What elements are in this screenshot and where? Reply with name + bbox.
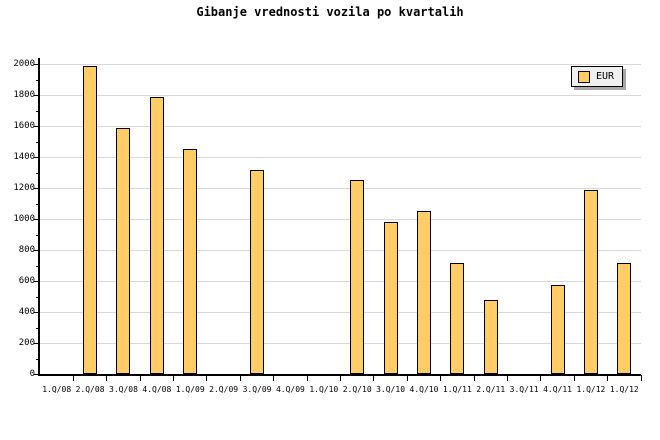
x-axis-tick-label: 1.Q/11: [442, 384, 472, 394]
x-axis-tick-label: 4.Q/11: [543, 384, 572, 394]
x-tick: [72, 374, 74, 381]
x-axis-tick-label: 1.Q/10: [309, 384, 339, 394]
gridline: [40, 343, 641, 344]
y-axis-tick-label: 800: [18, 245, 35, 255]
x-tick: [506, 374, 508, 381]
x-axis-tick-label: 2.Q/10: [342, 384, 372, 394]
x-axis-tick-label: 4.Q/10: [409, 384, 439, 394]
x-tick: [173, 374, 175, 381]
chart-title: Gibanje vrednosti vozila po kvartalih: [196, 5, 464, 19]
y-axis-line: [38, 58, 40, 376]
x-axis-tick-label: 3.Q/08: [109, 384, 138, 394]
x-tick: [473, 374, 475, 381]
y-axis-tick-label: 1000: [13, 214, 35, 224]
x-tick: [607, 374, 609, 381]
y-major-tick: [34, 126, 40, 127]
x-tick: [573, 374, 575, 381]
x-axis-tick-label: 1.Q/12: [609, 384, 639, 394]
x-axis-tick-label: 3.Q/11: [509, 384, 539, 394]
bar-3.Q/10: [383, 221, 398, 375]
y-major-tick: [34, 312, 40, 313]
legend-swatch-icon: [578, 70, 590, 83]
y-major-tick: [34, 374, 40, 375]
y-axis-tick-label: 1600: [13, 121, 35, 131]
gridline: [40, 95, 641, 96]
bar-4.Q/11: [550, 284, 565, 375]
y-major-tick: [34, 157, 40, 158]
gridline: [40, 188, 641, 189]
y-major-tick: [34, 281, 40, 282]
x-axis-tick-label: 2.Q/09: [209, 384, 239, 394]
gridline: [40, 312, 641, 313]
x-axis-tick-label: 3.Q/10: [376, 384, 406, 394]
gridline: [40, 126, 641, 127]
bar-3.Q/09: [250, 169, 265, 375]
x-axis-tick-label: 1.Q/12: [576, 384, 606, 394]
y-major-tick: [34, 219, 40, 220]
gridline: [40, 157, 641, 158]
x-tick: [640, 374, 642, 381]
x-tick: [406, 374, 408, 381]
y-axis-tick-label: 600: [18, 276, 35, 286]
x-tick: [306, 374, 308, 381]
y-major-tick: [34, 250, 40, 251]
y-axis-tick-label: 1400: [13, 152, 35, 162]
y-major-tick: [34, 64, 40, 65]
gridline: [40, 64, 641, 65]
legend-label: EUR: [596, 71, 615, 82]
x-axis-tick-label: 1.Q/09: [175, 384, 205, 394]
y-axis-tick-label: 0: [29, 369, 35, 379]
y-axis-tick-label: 1200: [13, 183, 35, 193]
y-major-tick: [34, 343, 40, 344]
x-axis-tick-label: 2.Q/11: [476, 384, 506, 394]
y-major-tick: [34, 95, 40, 96]
x-axis-tick-label: 4.Q/08: [142, 384, 172, 394]
y-axis-tick-label: 400: [18, 307, 35, 317]
x-axis-tick-label: 1.Q/08: [42, 384, 72, 394]
x-tick: [139, 374, 141, 381]
bar-1.Q/12: [617, 262, 632, 375]
x-tick: [340, 374, 341, 381]
bar-1.Q/11: [450, 262, 465, 375]
x-axis-line: [38, 374, 641, 376]
x-tick: [106, 374, 108, 381]
x-tick: [440, 374, 442, 381]
y-major-tick: [34, 188, 40, 189]
y-axis-tick-label: 1800: [13, 90, 35, 100]
legend: EUR: [571, 66, 624, 87]
bar-2.Q/10: [350, 179, 365, 375]
bar-1.Q/12: [583, 190, 598, 375]
bar-3.Q/08: [116, 128, 131, 375]
x-axis-tick-label: 4.Q/09: [275, 384, 305, 394]
bar-2.Q/08: [83, 66, 98, 375]
x-axis-tick-label: 3.Q/09: [242, 384, 272, 394]
x-axis-tick-label: 2.Q/08: [75, 384, 105, 394]
y-axis-tick-label: 2000: [13, 59, 35, 69]
x-tick: [239, 374, 241, 381]
gridline: [40, 219, 641, 220]
bar-2.Q/11: [483, 300, 498, 375]
bar-4.Q/10: [416, 210, 431, 375]
x-tick: [373, 374, 375, 381]
x-tick: [540, 374, 542, 381]
x-tick: [273, 374, 275, 381]
gridline: [40, 281, 641, 282]
gridline: [40, 250, 641, 251]
bar-1.Q/09: [183, 148, 198, 375]
x-tick: [206, 374, 208, 381]
bar-4.Q/08: [149, 97, 164, 375]
y-axis-tick-label: 200: [18, 338, 35, 348]
